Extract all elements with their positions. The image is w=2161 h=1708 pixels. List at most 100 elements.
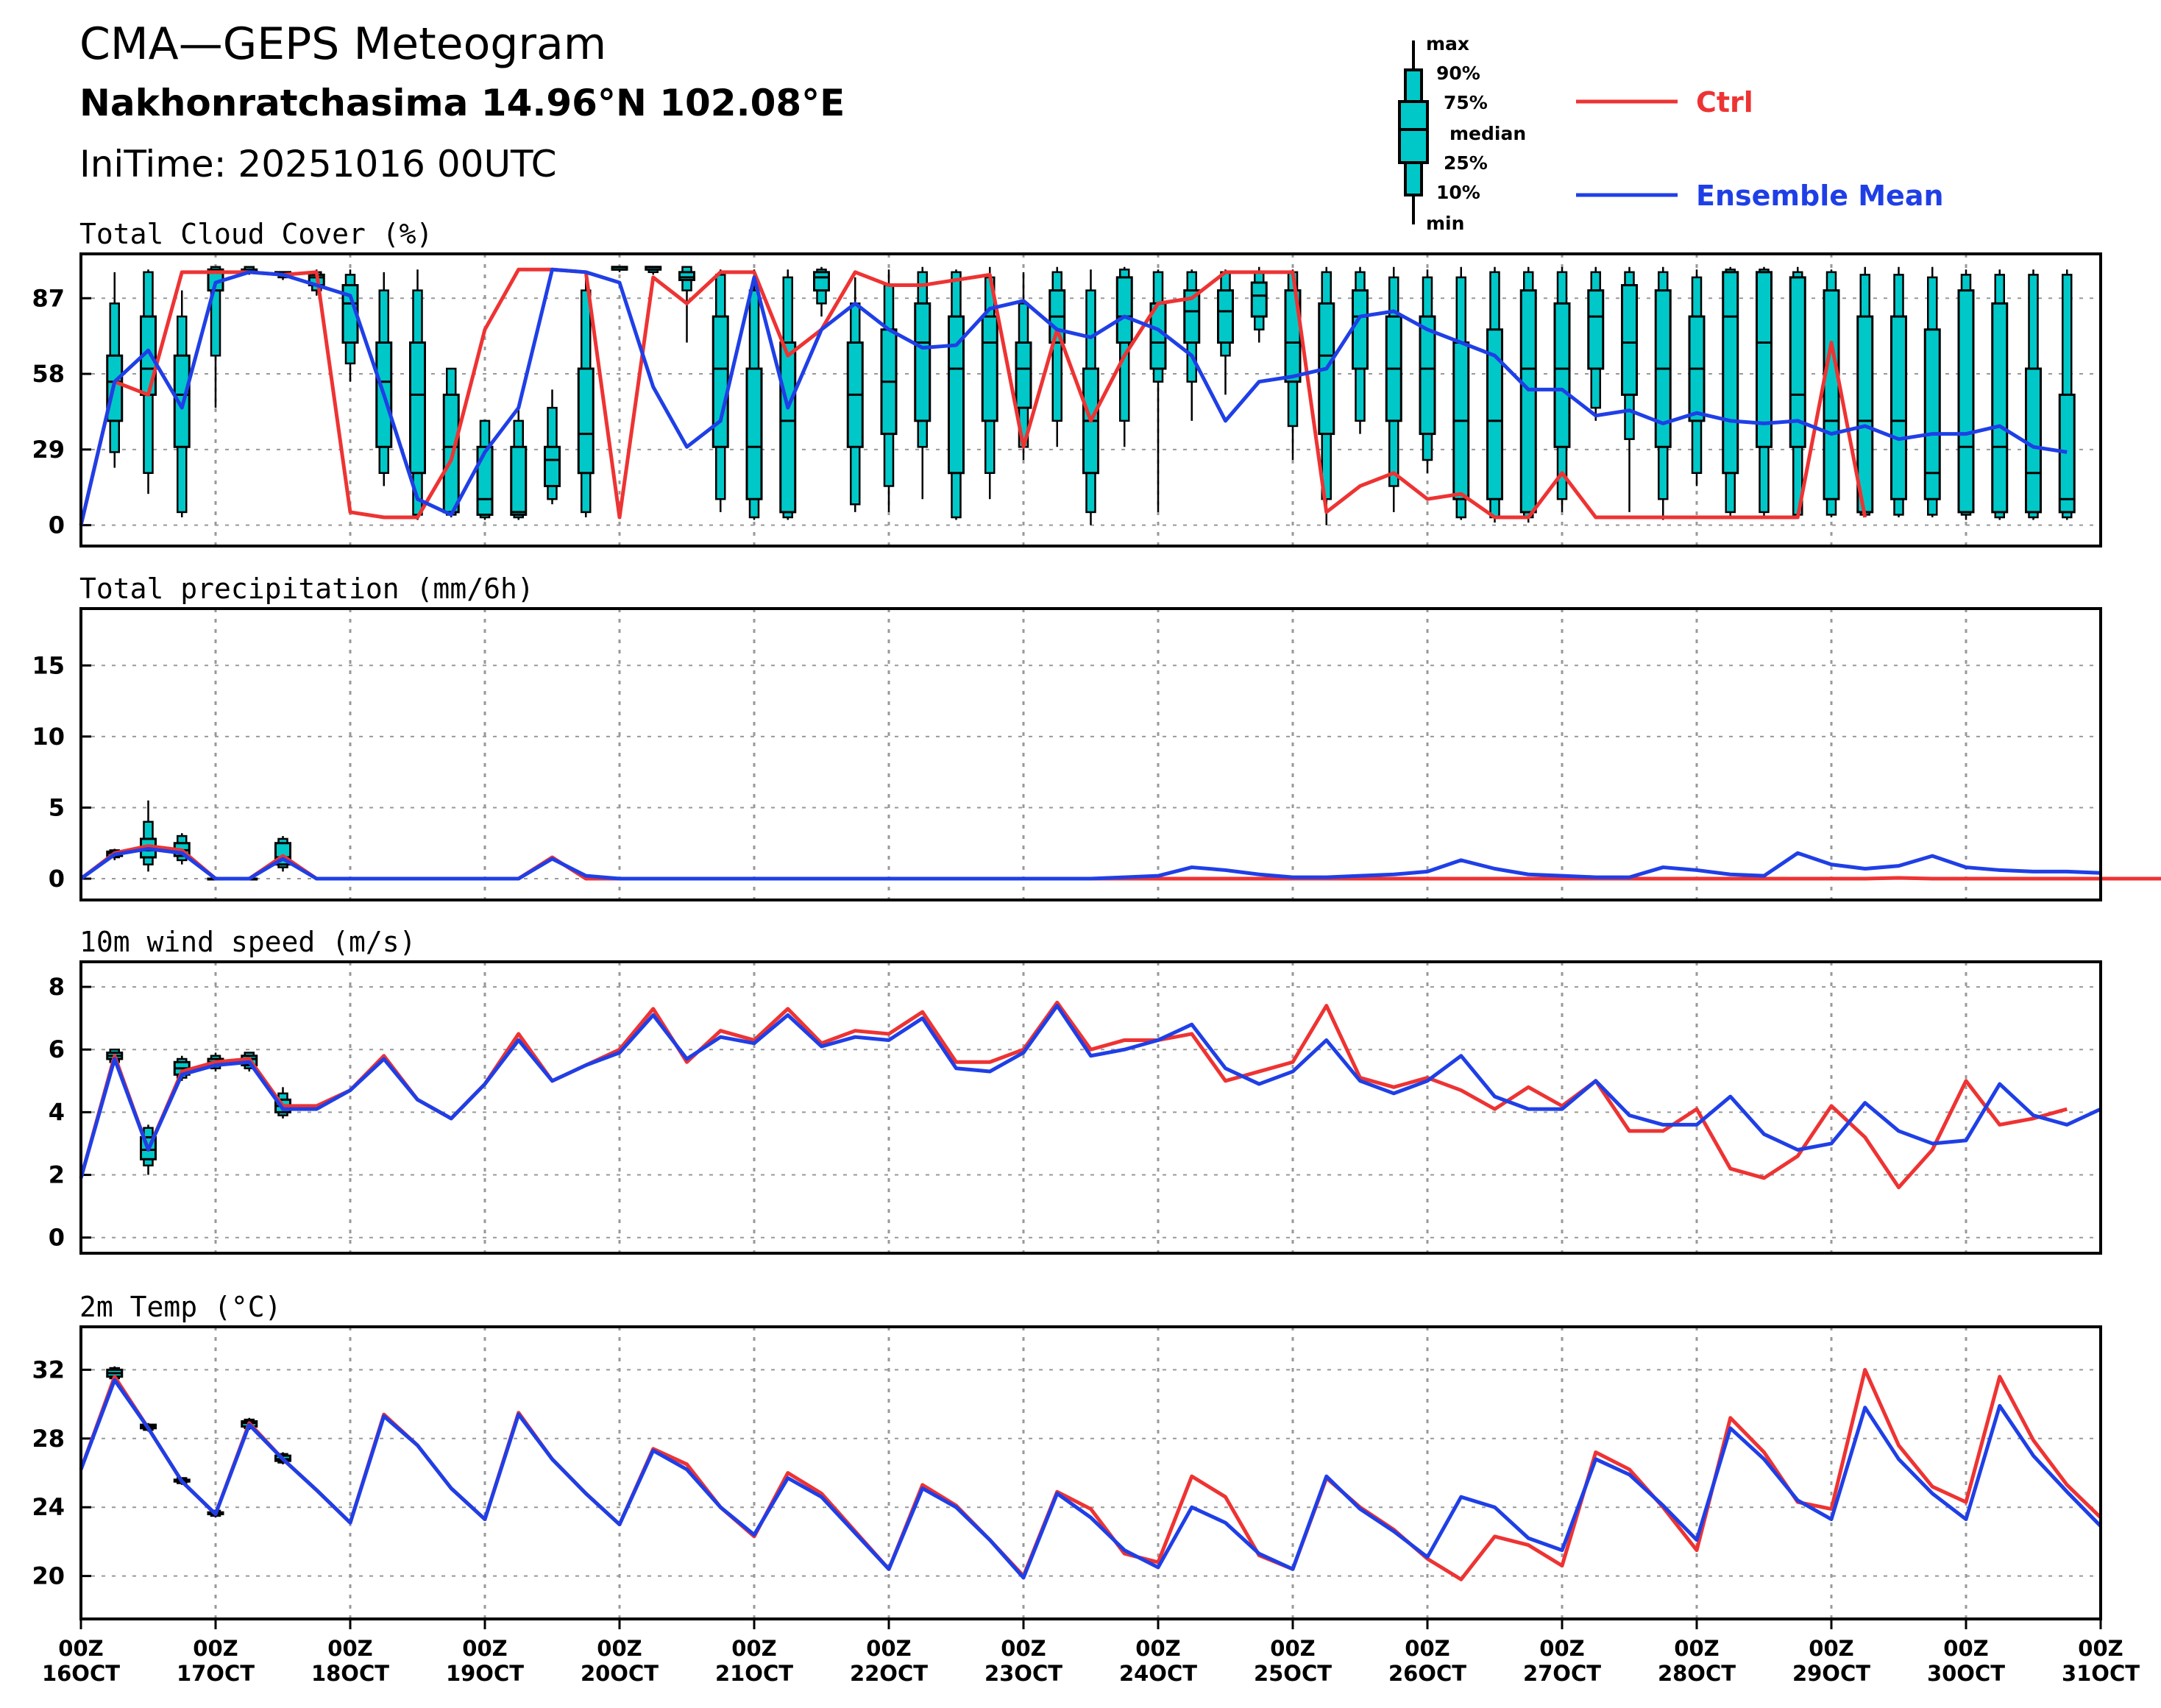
cloud-cover-box-inner <box>678 271 695 281</box>
x-tick-time: 00Z <box>731 1636 776 1661</box>
cloud-cover-ytick-label: 0 <box>49 511 65 539</box>
cloud-cover-box-inner <box>981 315 998 422</box>
temperature-ytick-label: 20 <box>32 1562 65 1590</box>
legend-max-label: max <box>1426 33 1469 54</box>
wind-speed-title: 10m wind speed (m/s) <box>79 926 416 958</box>
x-tick-date: 26OCT <box>1388 1661 1466 1686</box>
precipitation-ytick-label: 0 <box>49 865 65 893</box>
cloud-cover-box-inner <box>476 445 494 516</box>
wind-speed-frame <box>79 960 2102 1255</box>
cloud-cover-box-inner <box>813 271 830 292</box>
cloud-cover-box-inner <box>544 445 561 487</box>
init-time-label: IniTime: 20251016 00UTC <box>79 143 557 185</box>
x-tick-time: 00Z <box>597 1636 642 1661</box>
temperature-ytick-label: 28 <box>32 1425 65 1453</box>
cloud-cover-title: Total Cloud Cover (%) <box>79 218 433 250</box>
x-tick-time: 00Z <box>866 1636 911 1661</box>
x-tick-time: 00Z <box>1674 1636 1719 1661</box>
x-tick-time: 00Z <box>1943 1636 1988 1661</box>
cloud-cover-box-inner <box>1756 271 1773 448</box>
temperature-ytick-label: 32 <box>32 1356 65 1383</box>
temperature-ytick-label: 24 <box>32 1493 65 1521</box>
cloud-cover-box-inner <box>1519 289 1537 514</box>
cloud-cover-ytick-label: 87 <box>32 284 65 312</box>
cloud-cover-box-inner <box>1419 315 1436 436</box>
x-tick-date: 20OCT <box>581 1661 659 1686</box>
cloud-cover-box-inner <box>1823 289 1840 500</box>
cloud-cover-box-inner <box>745 367 763 500</box>
legend-25-label: 25% <box>1444 152 1488 174</box>
wind-speed-ytick-label: 6 <box>49 1035 65 1063</box>
x-tick-time: 00Z <box>193 1636 238 1661</box>
cloud-cover-mean-line <box>79 267 2068 526</box>
cloud-cover-box-inner <box>1587 289 1605 370</box>
cloud-cover-box-inner <box>914 302 932 422</box>
temperature-panel: 2m Temp (°C) 20 24 28 32 <box>32 1291 2102 1620</box>
cloud-cover-box-inner <box>1789 276 1806 448</box>
cloud-cover-box-inner <box>1183 289 1201 344</box>
x-tick-date: 25OCT <box>1254 1661 1332 1686</box>
precipitation-ytick-label: 15 <box>32 651 65 679</box>
cloud-cover-box-inner <box>1991 302 2009 514</box>
x-tick-date: 16OCT <box>42 1661 120 1686</box>
cloud-cover-box-inner <box>1621 284 1638 396</box>
wind-speed-ytick-label: 2 <box>49 1161 65 1189</box>
x-tick-time: 00Z <box>1809 1636 1853 1661</box>
cloud-cover-box-inner <box>779 341 797 514</box>
wind-speed-ytick-label: 8 <box>49 973 65 1001</box>
x-tick-date: 30OCT <box>1927 1661 2005 1686</box>
x-tick-time: 00Z <box>2078 1636 2123 1661</box>
cloud-cover-box-inner <box>2058 393 2076 514</box>
cloud-cover-box-inner <box>948 315 965 475</box>
x-tick-time: 00Z <box>327 1636 372 1661</box>
cloud-cover-box-inner <box>577 367 595 475</box>
temperature-ctrl-line <box>79 1367 2102 1581</box>
x-axis: 00Z16OCT00Z17OCT00Z18OCT00Z19OCT00Z20OCT… <box>42 1619 2140 1686</box>
cloud-cover-ctrl-line <box>79 267 1867 526</box>
chart-title: CMA—GEPS Meteogram <box>79 18 606 70</box>
x-tick-date: 27OCT <box>1523 1661 1601 1686</box>
legend-10-label: 10% <box>1436 182 1480 203</box>
cloud-cover-box-inner <box>2025 367 2042 514</box>
location-label: Nakhonratchasima 14.96°N 102.08°E <box>79 82 845 124</box>
cloud-cover-ytick-label: 29 <box>32 436 65 464</box>
temperature-mean-line <box>79 1378 2102 1580</box>
cloud-cover-box-inner <box>409 341 426 475</box>
temperature-frame <box>79 1325 2102 1620</box>
precipitation-ytick-label: 10 <box>32 723 65 751</box>
cloud-cover-box-inner <box>1890 315 1907 500</box>
wind-speed-ytick-label: 0 <box>49 1224 65 1252</box>
x-tick-time: 00Z <box>58 1636 103 1661</box>
cloud-cover-box-inner <box>1923 328 1941 500</box>
precipitation-ctrl-line <box>79 844 2161 881</box>
cloud-cover-box-inner <box>1352 289 1369 370</box>
x-tick-date: 18OCT <box>311 1661 389 1686</box>
x-tick-date: 28OCT <box>1658 1661 1736 1686</box>
precipitation-frame <box>79 607 2102 901</box>
cloud-cover-box-inner <box>1957 289 1975 514</box>
cloud-cover-frame <box>79 252 2102 548</box>
legend-mean-label: Ensemble Mean <box>1696 180 1944 212</box>
cloud-cover-box-inner <box>1486 328 1503 500</box>
legend-median-label: median <box>1449 123 1526 144</box>
legend-ctrl-label: Ctrl <box>1696 86 1753 118</box>
wind-speed-ytick-label: 4 <box>49 1098 65 1126</box>
x-tick-date: 21OCT <box>715 1661 793 1686</box>
temperature-title: 2m Temp (°C) <box>79 1291 282 1323</box>
x-tick-date: 31OCT <box>2062 1661 2140 1686</box>
x-tick-date: 22OCT <box>850 1661 928 1686</box>
cloud-cover-box-inner <box>1722 271 1739 475</box>
cloud-cover-box-inner <box>510 445 528 516</box>
box-legend: max 90% 75% median 25% 10% min <box>1398 33 1526 234</box>
x-tick-time: 00Z <box>462 1636 507 1661</box>
x-tick-date: 23OCT <box>984 1661 1062 1686</box>
legend-90-label: 90% <box>1436 63 1480 84</box>
legend-min-label: min <box>1426 213 1464 234</box>
precipitation-panel: Total precipitation (mm/6h) 0 5 10 15 <box>32 573 2161 901</box>
x-tick-date: 17OCT <box>177 1661 255 1686</box>
legend-75-label: 75% <box>1444 92 1488 113</box>
x-tick-time: 00Z <box>1405 1636 1449 1661</box>
cloud-cover-box-inner <box>1553 302 1571 448</box>
wind-speed-panel: 10m wind speed (m/s) 0 2 4 6 8 <box>49 926 2102 1255</box>
